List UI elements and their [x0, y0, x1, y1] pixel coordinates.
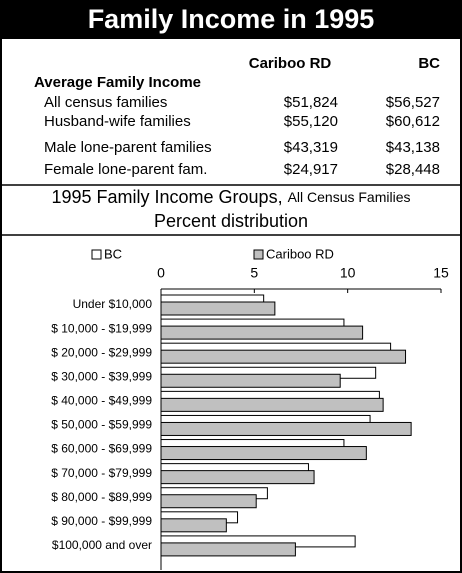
cell: $56,527 — [386, 94, 440, 111]
bar — [160, 301, 276, 316]
column-header: Cariboo RD — [249, 55, 332, 72]
bar — [160, 542, 296, 557]
x-tick-label: 15 — [433, 265, 449, 281]
y-tick-label: $ 70,000 - $79,999 — [51, 466, 152, 480]
bar — [160, 446, 367, 461]
cell: $55,120 — [284, 113, 338, 130]
row-label: All census families — [44, 94, 167, 111]
cell: $51,824 — [284, 94, 338, 111]
legend-swatch — [91, 249, 102, 260]
legend-label: BC — [104, 246, 122, 261]
y-tick-label: $ 40,000 - $49,999 — [51, 394, 152, 408]
cell: $60,612 — [386, 113, 440, 130]
section-header: Average Family Income — [34, 74, 201, 91]
chart-subtitle: Percent distribution — [154, 211, 308, 231]
legend-swatch — [253, 249, 264, 260]
cell: $43,138 — [386, 139, 440, 156]
y-tick-label: Under $10,000 — [73, 297, 153, 311]
bar — [160, 470, 315, 485]
bar — [160, 373, 341, 388]
bar — [160, 518, 227, 533]
bar — [160, 421, 412, 436]
bar — [160, 325, 364, 340]
column-header: BC — [418, 55, 440, 72]
y-tick-label: $ 60,000 - $69,999 — [51, 442, 152, 456]
bar — [160, 349, 407, 364]
bar — [160, 397, 384, 412]
cell: $43,319 — [284, 139, 338, 156]
chart-title-note: All Census Families — [288, 189, 411, 205]
legend-label: Cariboo RD — [266, 246, 334, 261]
cell: $24,917 — [284, 161, 338, 178]
row-label: Male lone-parent families — [44, 139, 212, 156]
chart-title: 1995 Family Income Groups, All Census Fam… — [51, 187, 410, 207]
chart-title-main: 1995 Family Income Groups, — [51, 187, 282, 207]
y-tick-label: $ 10,000 - $19,999 — [51, 321, 152, 335]
page-title: Family Income in 1995 — [88, 4, 375, 34]
x-tick-label: 0 — [157, 265, 165, 281]
y-tick-label: $ 90,000 - $99,999 — [51, 514, 152, 528]
x-tick-label: 5 — [250, 265, 258, 281]
y-tick-label: $ 80,000 - $89,999 — [51, 490, 152, 504]
y-tick-label: $ 20,000 - $29,999 — [51, 345, 152, 359]
cell: $28,448 — [386, 161, 440, 178]
y-tick-label: $100,000 and over — [52, 538, 152, 552]
row-label: Husband-wife families — [44, 113, 191, 130]
x-tick-label: 10 — [340, 265, 356, 281]
row-label: Female lone-parent fam. — [44, 161, 207, 178]
title-band — [1, 1, 461, 39]
y-tick-label: $ 30,000 - $39,999 — [51, 369, 152, 383]
y-tick-label: $ 50,000 - $59,999 — [51, 418, 152, 432]
bar — [160, 494, 257, 509]
